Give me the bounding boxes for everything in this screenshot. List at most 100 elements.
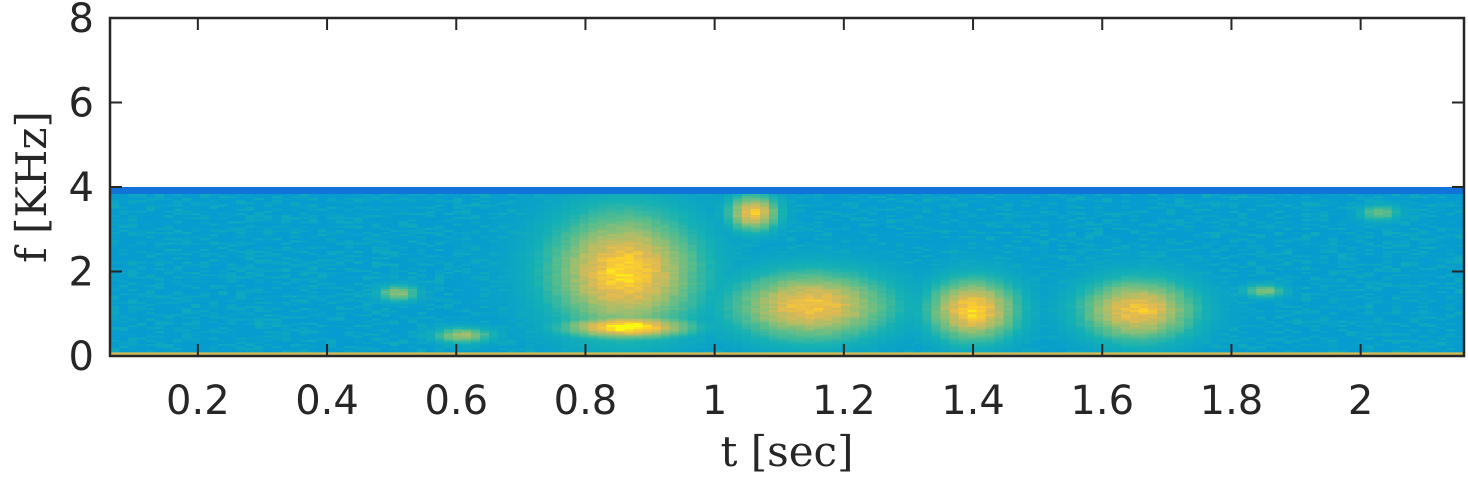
heatmap-cell — [254, 195, 265, 199]
heatmap-cell — [516, 263, 526, 266]
heatmap-cell — [588, 341, 599, 344]
heatmap-cell — [308, 339, 319, 342]
heatmap-cell — [579, 203, 590, 207]
heatmap-cell — [209, 212, 219, 216]
heatmap-cell — [353, 227, 364, 230]
heatmap-cell — [164, 233, 174, 237]
heatmap-cell — [471, 345, 481, 349]
heatmap-cell — [110, 292, 120, 296]
heatmap-cell — [137, 282, 147, 285]
heatmap-cell — [453, 269, 463, 273]
heatmap-cell — [425, 336, 436, 340]
heatmap-cell — [579, 231, 590, 235]
heatmap-cell — [633, 343, 644, 347]
heatmap-cell — [543, 311, 553, 315]
heatmap-cell — [453, 235, 463, 239]
heatmap-cell — [425, 294, 436, 298]
heatmap-cell — [353, 305, 364, 309]
heatmap-cell — [425, 229, 436, 232]
heatmap-cell — [110, 248, 120, 251]
heatmap-cell — [371, 206, 382, 209]
heatmap-cell — [164, 311, 174, 315]
heatmap-cell — [371, 231, 382, 235]
heatmap-cell — [489, 252, 499, 256]
heatmap-cell — [660, 301, 671, 304]
heatmap-cell — [507, 345, 517, 349]
heatmap-cell — [173, 320, 183, 323]
heatmap-cell — [137, 349, 147, 353]
heatmap-cell — [434, 250, 445, 254]
heatmap-cell — [173, 296, 183, 300]
heatmap-cell — [507, 286, 517, 289]
heatmap-cell — [326, 210, 337, 213]
heatmap-cell — [344, 206, 355, 209]
heatmap-cell — [660, 296, 671, 300]
heatmap-cell — [516, 307, 526, 311]
heatmap-cell — [173, 229, 183, 232]
heatmap-cell — [173, 328, 183, 332]
heatmap-cell — [588, 271, 599, 275]
heatmap-cell — [552, 203, 562, 207]
heatmap-cell — [209, 254, 219, 258]
heatmap-cell — [453, 246, 463, 249]
heatmap-cell — [299, 218, 310, 222]
heatmap-cell — [164, 286, 174, 289]
heatmap-cell — [155, 191, 165, 194]
heatmap-cell — [119, 254, 129, 258]
heatmap-cell — [191, 265, 201, 268]
heatmap-cell — [128, 265, 138, 268]
heatmap-cell — [353, 343, 364, 347]
heatmap-cell — [218, 341, 228, 344]
heatmap-cell — [317, 201, 328, 205]
heatmap-cell — [480, 298, 490, 302]
heatmap-cell — [272, 332, 283, 336]
heatmap-cell — [552, 187, 562, 190]
heatmap-cell — [543, 307, 553, 311]
heatmap-cell — [191, 294, 201, 298]
heatmap-cell — [389, 351, 400, 355]
heatmap-cell — [272, 265, 283, 268]
heatmap-cell — [434, 322, 445, 325]
heatmap-cell — [624, 317, 635, 321]
heatmap-cell — [588, 250, 599, 254]
heatmap-cell — [173, 208, 183, 211]
heatmap-cell — [254, 296, 265, 300]
heatmap-cell — [272, 305, 283, 309]
heatmap-cell — [173, 351, 183, 355]
heatmap-cell — [507, 235, 517, 239]
heatmap-cell — [164, 265, 174, 268]
heatmap-cell — [543, 330, 553, 334]
heatmap-cell — [434, 334, 445, 338]
heatmap-cell — [669, 298, 680, 302]
heatmap-cell — [606, 260, 617, 264]
heatmap-cell — [606, 252, 617, 256]
heatmap-cell — [209, 292, 219, 296]
heatmap-cell — [371, 332, 382, 336]
heatmap-cell — [407, 235, 418, 239]
heatmap-cell — [308, 233, 319, 237]
heatmap-cell — [398, 187, 409, 190]
heatmap-cell — [110, 336, 120, 340]
heatmap-cell — [534, 334, 544, 338]
heatmap-cell — [525, 246, 535, 249]
heatmap-cell — [218, 218, 228, 222]
heatmap-cell — [353, 225, 364, 228]
heatmap-cell — [290, 187, 301, 190]
heatmap-cell — [398, 277, 409, 281]
heatmap-cell — [218, 275, 228, 279]
heatmap-cell — [669, 305, 680, 309]
heatmap-cell — [137, 210, 147, 213]
heatmap-cell — [534, 341, 544, 344]
heatmap-cell — [642, 218, 653, 222]
heatmap-cell — [498, 309, 508, 313]
heatmap-cell — [597, 233, 608, 237]
heatmap-cell — [326, 271, 337, 275]
heatmap-cell — [299, 244, 310, 247]
heatmap-cell — [236, 231, 246, 235]
heatmap-cell — [507, 315, 517, 319]
heatmap-cell — [389, 271, 400, 275]
heatmap-cell — [462, 298, 472, 302]
heatmap-cell — [588, 311, 599, 315]
heatmap-cell — [633, 277, 644, 281]
heatmap-cell — [191, 279, 201, 283]
